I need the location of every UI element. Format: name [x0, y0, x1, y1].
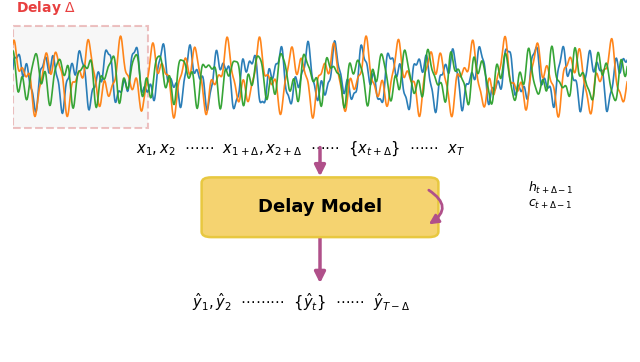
- Text: $x_1, x_2$  $\cdots\cdots$  $x_{1+\Delta}, x_{2+\Delta}$  $\cdots\cdots$  $\{x_{: $x_1, x_2$ $\cdots\cdots$ $x_{1+\Delta},…: [136, 139, 465, 158]
- Text: $h_{t+\Delta-1}$: $h_{t+\Delta-1}$: [528, 180, 573, 196]
- FancyBboxPatch shape: [202, 177, 438, 237]
- Text: Delay Model: Delay Model: [258, 198, 382, 216]
- Text: $\hat{y}_1, \hat{y}_2$  $\cdots\cdots\cdots$  $\{\hat{y}_t\}$  $\cdots\cdots$  $: $\hat{y}_1, \hat{y}_2$ $\cdots\cdots\cdo…: [192, 291, 410, 313]
- FancyArrowPatch shape: [429, 190, 442, 223]
- Text: Delay $\Delta$: Delay $\Delta$: [16, 0, 76, 17]
- Bar: [13, 26, 148, 129]
- Text: $c_{t+\Delta-1}$: $c_{t+\Delta-1}$: [528, 198, 573, 211]
